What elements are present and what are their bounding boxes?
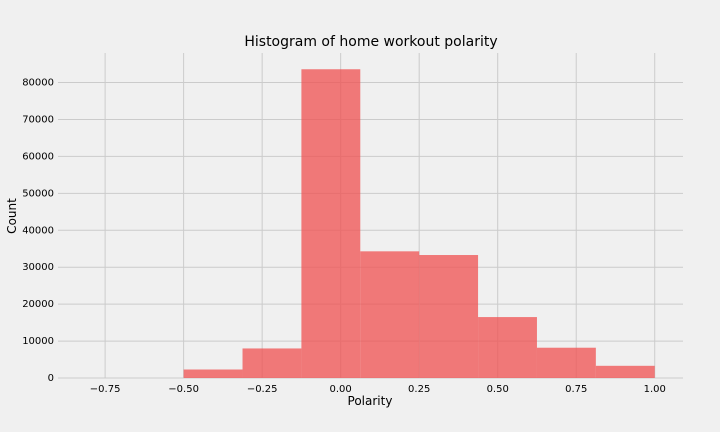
y-tick-label: 30000 — [22, 262, 54, 273]
histogram-bar-2 — [242, 348, 302, 378]
x-tick-label: 1.00 — [644, 384, 666, 395]
histogram-bar-3 — [301, 69, 361, 378]
grid-lines — [58, 53, 683, 379]
histogram-bar-6 — [478, 317, 537, 378]
histogram-bar-4 — [360, 251, 420, 378]
y-tick-label: 20000 — [22, 299, 54, 310]
y-tick-label: 60000 — [22, 151, 54, 162]
histogram-bar-5 — [419, 255, 479, 378]
histogram-bars — [183, 69, 655, 378]
y-tick-label: 50000 — [22, 188, 54, 199]
x-tick-label: 0.25 — [408, 384, 430, 395]
y-tick-labels: 0 10000 20000 30000 40000 50000 60000 70000 8000… — [22, 78, 54, 384]
y-tick-label: 70000 — [22, 114, 54, 125]
y-tick-label: 80000 — [22, 78, 54, 89]
histogram-bar-8 — [595, 365, 655, 378]
y-tick-label: 10000 — [22, 336, 54, 347]
histogram-bar-1 — [183, 369, 243, 378]
x-tick-label: −0.25 — [247, 384, 278, 395]
x-tick-label: −0.75 — [90, 384, 121, 395]
x-tick-labels: −0.75 −0.50 −0.25 0.00 0.25 0.50 0.75 1.00 — [90, 384, 666, 395]
chart-title: Histogram of home workout polarity — [244, 34, 497, 50]
x-tick-label: 0.50 — [487, 384, 509, 395]
x-tick-label: 0.75 — [565, 384, 587, 395]
x-axis-label: Polarity — [348, 394, 393, 408]
y-tick-label: 40000 — [22, 225, 54, 236]
y-tick-label: 0 — [48, 373, 54, 384]
x-tick-label: 0.00 — [330, 384, 352, 395]
y-axis-label: Count — [5, 198, 19, 234]
x-tick-label: −0.50 — [168, 384, 199, 395]
histogram-bar-7 — [536, 347, 596, 378]
